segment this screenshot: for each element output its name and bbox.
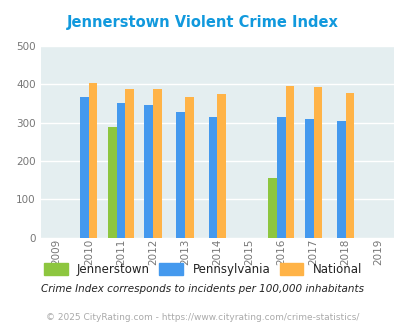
Bar xyxy=(285,85,294,238)
Text: Crime Index corresponds to incidents per 100,000 inhabitants: Crime Index corresponds to incidents per… xyxy=(41,284,364,294)
Bar xyxy=(304,118,313,238)
Bar xyxy=(208,117,217,238)
Bar xyxy=(217,94,225,238)
Bar xyxy=(313,87,322,238)
Text: Jennerstown Violent Crime Index: Jennerstown Violent Crime Index xyxy=(67,15,338,30)
Bar xyxy=(125,89,134,238)
Bar xyxy=(336,121,345,238)
Bar xyxy=(80,97,89,238)
Bar xyxy=(144,105,153,238)
Bar xyxy=(108,127,116,238)
Bar xyxy=(89,82,97,238)
Bar xyxy=(277,117,285,238)
Bar xyxy=(268,178,277,238)
Bar xyxy=(185,97,193,238)
Legend: Jennerstown, Pennsylvania, National: Jennerstown, Pennsylvania, National xyxy=(39,258,366,281)
Text: © 2025 CityRating.com - https://www.cityrating.com/crime-statistics/: © 2025 CityRating.com - https://www.city… xyxy=(46,313,359,322)
Bar xyxy=(153,89,161,238)
Bar xyxy=(345,92,354,238)
Bar xyxy=(116,103,125,238)
Bar xyxy=(176,112,185,238)
